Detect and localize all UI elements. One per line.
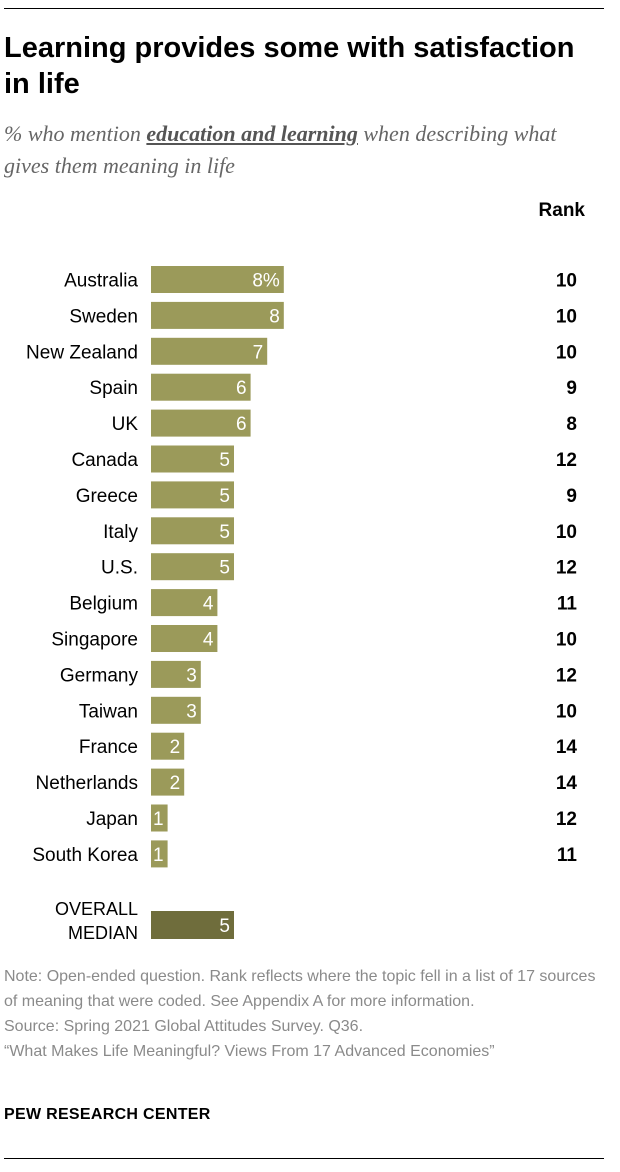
category-label: Singapore — [51, 630, 138, 651]
bar — [151, 589, 218, 617]
note-text: Note: Open-ended question. Rank reflects… — [4, 968, 596, 1010]
category-label: Taiwan — [79, 701, 138, 722]
rank-value: 9 — [566, 378, 577, 399]
category-label: Spain — [89, 378, 138, 399]
bar — [151, 337, 268, 365]
median-bar — [151, 911, 234, 939]
report-title-text: “What Makes Life Meaningful? Views From … — [4, 1043, 495, 1060]
category-label: Belgium — [69, 594, 138, 615]
data-label: 7 — [253, 342, 264, 363]
rank-value: 11 — [557, 594, 578, 615]
data-label: 1 — [153, 845, 164, 866]
subtitle-suffix: when describing what gives them meaning … — [4, 121, 557, 178]
data-label: 6 — [236, 378, 247, 399]
category-label: France — [79, 737, 138, 758]
bar — [151, 625, 218, 652]
median-label-line2: MEDIAN — [68, 923, 138, 943]
data-label: 3 — [186, 701, 197, 722]
rank-value: 12 — [556, 450, 577, 471]
rank-value: 11 — [557, 845, 578, 866]
bar — [151, 553, 234, 581]
rank-value: 12 — [556, 809, 577, 830]
category-label: Germany — [60, 665, 139, 686]
category-label: Japan — [86, 809, 138, 830]
rank-value: 10 — [556, 342, 577, 363]
bar — [151, 301, 284, 329]
bar — [151, 840, 168, 868]
rank-value: 12 — [556, 558, 577, 579]
data-label: 6 — [236, 414, 247, 435]
rank-value: 10 — [556, 630, 577, 651]
bar — [151, 768, 185, 796]
data-label: 5 — [219, 558, 230, 579]
top-rule — [4, 8, 604, 9]
category-label: Italy — [103, 522, 138, 543]
rank-value: 9 — [566, 486, 577, 507]
rank-value: 12 — [556, 665, 577, 686]
data-label: 1 — [153, 809, 164, 830]
bar — [151, 481, 234, 509]
rank-value: 10 — [556, 306, 577, 327]
rank-value: 10 — [556, 271, 577, 292]
bottom-rule — [4, 1158, 604, 1159]
rank-value: 14 — [556, 737, 578, 758]
median-data-label: 5 — [219, 916, 230, 937]
rank-column-header: Rank — [538, 200, 585, 221]
category-label: South Korea — [32, 845, 138, 866]
chart-subtitle: % who mention education and learning whe… — [4, 118, 594, 182]
category-label: New Zealand — [26, 342, 138, 363]
data-label: 5 — [219, 450, 230, 471]
bar — [151, 732, 185, 760]
rank-value: 10 — [556, 701, 577, 722]
chart-title: Learning provides some with satisfaction… — [4, 32, 575, 100]
data-label: 4 — [203, 594, 214, 615]
data-label: 5 — [219, 522, 230, 543]
bar — [151, 660, 201, 688]
bar — [151, 696, 201, 724]
category-label: Sweden — [69, 306, 138, 327]
bar-chart: Australia 8% 10 Sweden 8 10 New Zealand 7 10 Spai… — [26, 266, 578, 943]
bar — [151, 445, 234, 473]
brand-name: PEW RESEARCH CENTER — [4, 1106, 211, 1123]
rank-value: 10 — [556, 522, 577, 543]
rank-value: 8 — [566, 414, 577, 435]
data-label: 2 — [170, 773, 181, 794]
subtitle-emphasis: education and learning — [146, 121, 358, 146]
category-label: U.S. — [101, 558, 138, 579]
category-label: Australia — [64, 271, 138, 292]
data-label: 3 — [186, 665, 197, 686]
bar — [151, 373, 251, 401]
bar — [151, 517, 234, 545]
data-label: 8 — [269, 306, 280, 327]
category-label: UK — [112, 414, 139, 435]
bar — [151, 804, 168, 832]
data-label: 2 — [170, 737, 181, 758]
category-label: Greece — [76, 486, 138, 507]
bar — [151, 409, 251, 437]
median-label-line1: OVERALL — [55, 899, 138, 919]
category-label: Netherlands — [36, 773, 138, 794]
rank-value: 14 — [556, 773, 578, 794]
data-label: 5 — [219, 486, 230, 507]
data-label: 4 — [203, 630, 214, 651]
data-label: 8% — [252, 271, 280, 292]
bar — [151, 266, 284, 293]
notes-block: Note: Open-ended question. Rank reflects… — [4, 964, 604, 1064]
source-text: Source: Spring 2021 Global Attitudes Sur… — [4, 1018, 364, 1035]
category-label: Canada — [71, 450, 138, 471]
subtitle-prefix: % who mention — [4, 121, 147, 146]
